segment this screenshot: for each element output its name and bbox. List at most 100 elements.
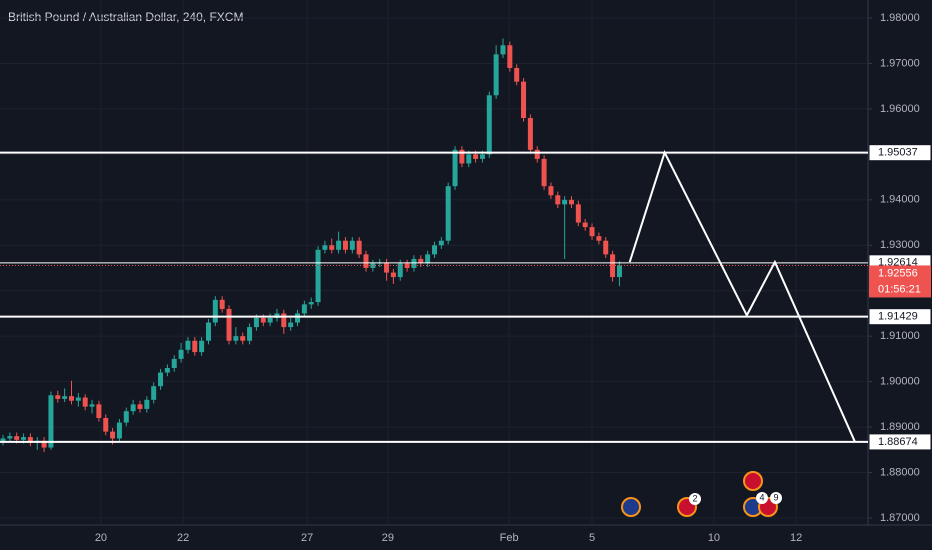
candle-body — [603, 240, 609, 255]
candle-body — [308, 302, 314, 305]
x-tick-label: 27 — [301, 532, 313, 544]
y-tick-label: 1.96000 — [880, 103, 920, 115]
candle-body — [575, 204, 581, 223]
candle-body — [116, 422, 122, 439]
x-tick-label: 10 — [708, 532, 720, 544]
candle-body — [288, 322, 294, 328]
candle-body — [562, 199, 568, 205]
candle-body — [226, 308, 232, 341]
candle-body — [616, 265, 622, 278]
candle-body — [438, 240, 444, 246]
candle-body — [589, 227, 595, 237]
candle-body — [82, 397, 88, 407]
candle-body — [110, 431, 116, 439]
candle-body — [247, 327, 253, 341]
candle-body — [27, 437, 33, 443]
candle-body — [459, 149, 465, 164]
y-tick-label: 1.93000 — [880, 239, 920, 251]
candle-body — [260, 318, 266, 323]
candle-body — [486, 95, 492, 155]
candle-body — [384, 262, 390, 273]
candle-body — [219, 299, 225, 309]
candle-body — [479, 154, 485, 159]
x-tick-label: Feb — [500, 532, 519, 544]
chart-title: British Pound / Australian Dollar, 240, … — [8, 10, 243, 24]
candle-body — [322, 245, 328, 250]
candle-body — [493, 54, 499, 96]
candle-body — [390, 272, 396, 278]
candle-body — [582, 222, 588, 228]
level-label-box — [868, 308, 932, 326]
candle-body — [62, 396, 68, 399]
level-label: 1.88674 — [878, 436, 918, 448]
candle-body — [336, 240, 342, 250]
event-badge-count: 2 — [692, 493, 697, 503]
event-badge[interactable] — [756, 492, 768, 504]
y-tick-label: 1.87000 — [880, 512, 920, 524]
x-tick-label: 22 — [177, 532, 189, 544]
event-badge[interactable] — [689, 493, 701, 505]
candle-body — [342, 240, 348, 250]
y-tick-label: 1.94000 — [880, 194, 920, 206]
candle-body — [541, 158, 547, 187]
candle-body — [466, 154, 472, 164]
level-label-box — [868, 144, 932, 162]
candle-body — [432, 245, 437, 255]
candle-body — [151, 386, 157, 400]
candle-body — [356, 240, 362, 255]
candle-body — [514, 68, 520, 82]
candle-body — [7, 436, 13, 439]
candle-body — [144, 399, 150, 409]
candle-body — [89, 404, 95, 407]
event-badge-count: 9 — [773, 492, 778, 502]
candle-body — [267, 318, 273, 323]
candle-body — [158, 372, 164, 387]
x-tick-label: 12 — [790, 532, 802, 544]
candle-body — [171, 358, 177, 368]
candle-body — [205, 322, 211, 341]
candle-body — [123, 411, 129, 423]
event-icon[interactable] — [621, 497, 641, 517]
level-label: 1.95037 — [878, 147, 918, 159]
candle-body — [212, 299, 218, 323]
x-tick-label: 29 — [382, 532, 394, 544]
candle-body — [55, 395, 61, 399]
candle-body — [233, 336, 239, 341]
candle-body — [527, 118, 533, 150]
candle-body — [329, 245, 335, 250]
candle-body — [48, 395, 54, 448]
event-badge[interactable] — [770, 492, 782, 504]
candle-body — [452, 149, 458, 187]
candle-body — [411, 258, 417, 268]
candle-body — [253, 318, 259, 328]
y-tick-label: 1.90000 — [880, 376, 920, 388]
candle-body — [14, 436, 20, 440]
candle-body — [75, 397, 81, 401]
projection-path — [628, 149, 856, 443]
candle-body — [164, 368, 170, 373]
candle-body — [397, 263, 403, 278]
candle-body — [103, 418, 109, 432]
candle-body — [41, 440, 47, 448]
candle-body — [507, 45, 513, 68]
candle-body — [301, 304, 307, 314]
candle-body — [568, 199, 574, 205]
last-price-box — [869, 265, 931, 298]
candle-body — [0, 438, 6, 442]
event-icon[interactable] — [743, 471, 763, 491]
level-label: 1.91429 — [878, 311, 918, 323]
candle-body — [96, 404, 102, 418]
candle-body — [521, 81, 527, 118]
candle-body — [596, 236, 602, 241]
candle-body — [199, 340, 205, 353]
y-tick-label: 1.91000 — [880, 330, 920, 342]
candle-body — [555, 195, 561, 205]
y-tick-label: 1.97000 — [880, 57, 920, 69]
x-tick-label: 20 — [95, 532, 107, 544]
candle-body — [445, 186, 451, 241]
y-tick-label: 1.89000 — [880, 421, 920, 433]
candle-body — [178, 349, 184, 359]
candle-body — [130, 404, 136, 412]
